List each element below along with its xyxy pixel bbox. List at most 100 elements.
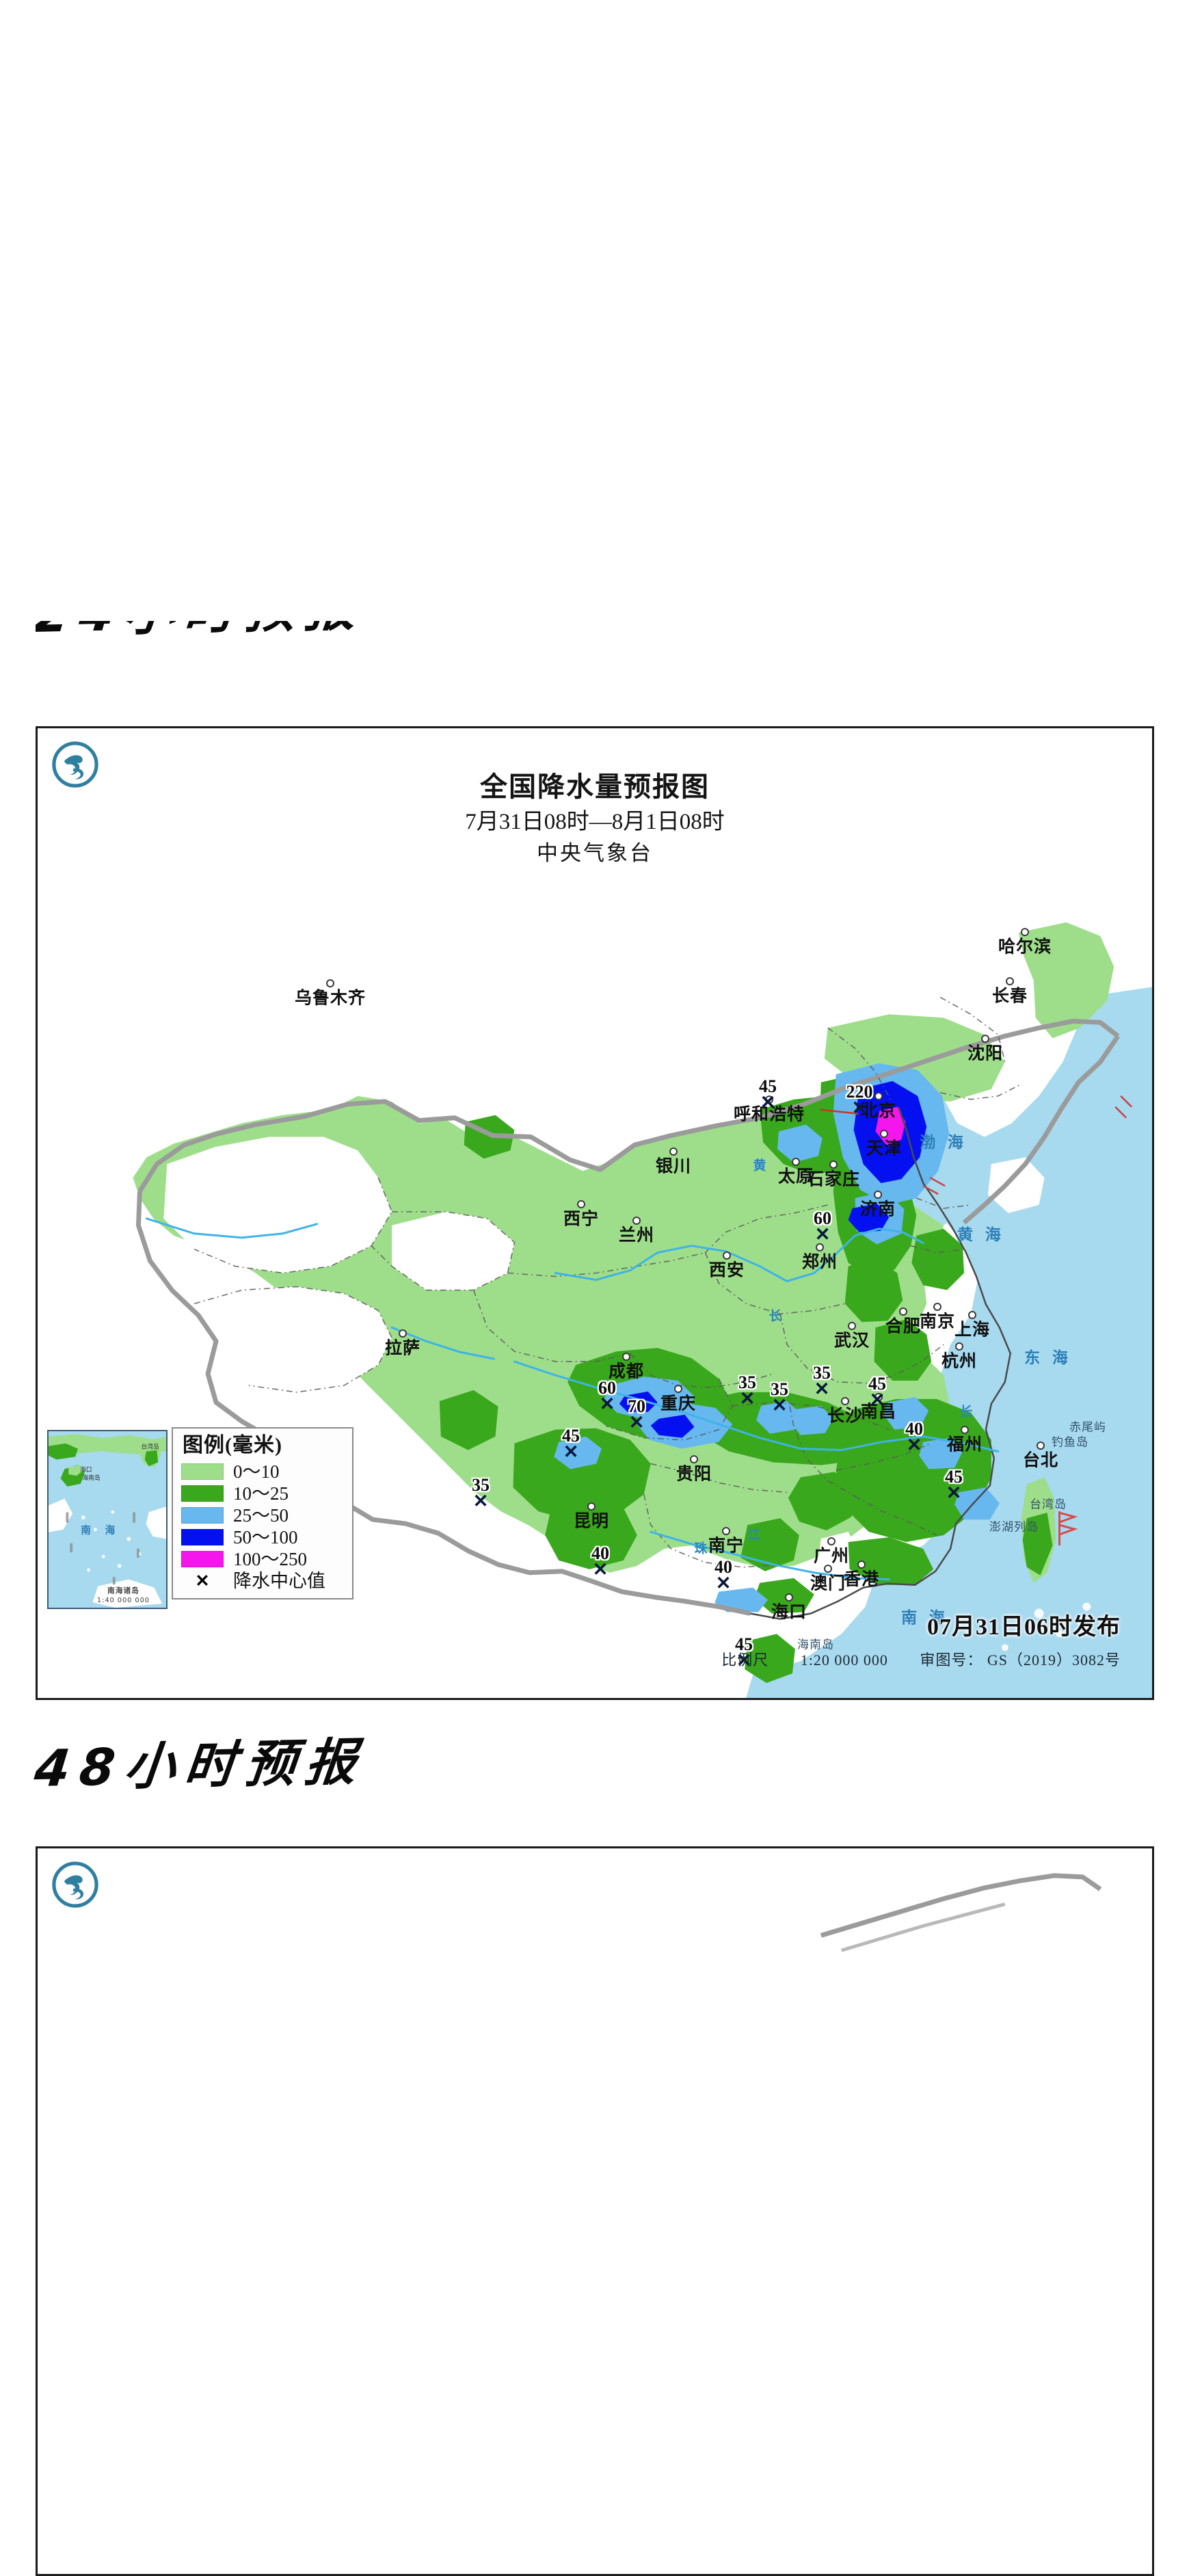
city-dot (955, 1342, 963, 1351)
south-china-sea-inset: 南 海 南海诸岛 1:40 000 000 海口 海南岛 台湾岛 (47, 1430, 168, 1609)
legend-row: 0～10 (181, 1461, 345, 1483)
precip-center-icon: ✕ (472, 1490, 489, 1511)
city-label: 哈尔滨 (998, 938, 1052, 957)
precip-center-icon: ✕ (599, 1393, 615, 1414)
city-label: 成都 (608, 1362, 645, 1381)
precip-center-icon: ✕ (869, 1389, 885, 1410)
heading-24h-text: 24小时预报 (36, 621, 370, 647)
city-dot (792, 1158, 800, 1166)
city-dot (857, 1561, 866, 1569)
precip-center-icon: ✕ (906, 1434, 922, 1455)
city-dot (1006, 977, 1014, 985)
river-label: 黄 (753, 1158, 766, 1173)
city-label: 拉萨 (384, 1339, 421, 1358)
legend-row: 100～250 (181, 1548, 345, 1570)
city-label: 西宁 (563, 1210, 600, 1229)
legend-swatch (181, 1485, 224, 1502)
sea-label: 南 海 (901, 1609, 949, 1626)
precip-center-value: 45 (735, 1634, 753, 1654)
city-dot (622, 1353, 630, 1361)
city-dot (399, 1329, 407, 1338)
city-dot (587, 1502, 596, 1511)
precip-center-marker: 45 ✕ (945, 1466, 963, 1503)
city-dot (829, 1160, 838, 1169)
precip-center-value: 70 (628, 1396, 645, 1416)
precip-center-icon: ✕ (563, 1441, 579, 1462)
city-dot (880, 1130, 888, 1138)
river-label: 长 (769, 1309, 782, 1324)
city-label: 昆明 (573, 1512, 610, 1531)
city-label: 济南 (859, 1200, 896, 1219)
sea-label: 东 海 (1024, 1349, 1072, 1366)
city-label: 合肥 (885, 1317, 922, 1336)
precip-center-marker: 35 ✕ (738, 1372, 756, 1409)
legend-center-label: 降水中心值 (233, 1570, 325, 1591)
precip-center-value: 40 (714, 1556, 732, 1577)
precip-center-icon: ✕ (851, 1097, 868, 1118)
precip-center-marker: 35 ✕ (771, 1380, 788, 1416)
city-dot (874, 1092, 883, 1100)
city-label: 长沙 (827, 1407, 864, 1426)
city-label: 台北 (1022, 1451, 1059, 1470)
heading-48h-forecast: 48小时预报 (31, 1729, 514, 1818)
city-dot (827, 1537, 836, 1545)
city-label: 福州 (946, 1435, 983, 1455)
city-dot (785, 1593, 793, 1602)
precip-center-value: 35 (738, 1372, 756, 1392)
precip-center-marker: 70 ✕ (628, 1396, 645, 1433)
legend-swatch (181, 1507, 224, 1524)
city-label: 香港 (843, 1570, 880, 1589)
city-label: 武汉 (833, 1331, 870, 1351)
city-label: 南京 (919, 1312, 956, 1331)
precipitation-forecast-map-card-48h[interactable] (36, 1846, 1154, 2576)
heading-48h-text: 48小时预报 (31, 1732, 369, 1799)
city-label: 上海 (954, 1320, 991, 1340)
svg-text:南海诸岛: 南海诸岛 (107, 1586, 139, 1595)
city-dot (632, 1217, 641, 1225)
geo-label: 海南岛 (797, 1638, 834, 1651)
precip-center-icon: ✕ (814, 1378, 830, 1399)
city-label: 贵阳 (676, 1465, 712, 1484)
city-dot (968, 1311, 976, 1319)
precip-center-marker: 40 ✕ (591, 1543, 609, 1580)
city-dot (674, 1385, 682, 1393)
city-label: 北京 (860, 1102, 897, 1121)
approval-label: 审图号： (920, 1651, 983, 1669)
precip-center-marker: 45 ✕ (562, 1426, 580, 1462)
precip-center-icon: ✕ (195, 1571, 210, 1591)
precip-center-marker: 45 ✕ (868, 1375, 886, 1410)
city-label: 海口 (771, 1603, 807, 1622)
precip-center-value: 35 (813, 1362, 831, 1383)
geo-label: 澎湖列岛 (989, 1520, 1039, 1534)
precip-center-icon: ✕ (592, 1558, 609, 1580)
legend-row: 10～25 (181, 1483, 345, 1504)
svg-text:1:40 000 000: 1:40 000 000 (97, 1597, 150, 1604)
city-label: 太原 (777, 1167, 814, 1186)
river-label: 江 (747, 1528, 761, 1543)
city-dot (899, 1307, 907, 1316)
precip-center-value: 45 (945, 1466, 963, 1487)
precip-center-icon: ✕ (946, 1482, 962, 1503)
precip-center-icon: ✕ (739, 1387, 756, 1409)
map-canvas-48h (38, 1848, 1152, 2574)
city-dot (690, 1455, 698, 1463)
precip-center-marker: 45 ✕ (735, 1634, 753, 1669)
geo-label: 钓鱼岛 (1052, 1435, 1088, 1449)
precipitation-forecast-map-card[interactable]: 全国降水量预报图 7月31日08时—8月1日08时 中央气象台 乌鲁木齐 哈尔滨长… (36, 726, 1154, 1700)
legend-label: 50～100 (233, 1526, 298, 1548)
precip-center-icon: ✕ (771, 1394, 788, 1416)
legend-label: 25～50 (233, 1504, 289, 1526)
precip-center-value: 40 (591, 1543, 609, 1563)
precip-center-marker: 45 ✕ (759, 1077, 777, 1111)
city-dot (874, 1393, 883, 1401)
legend-label: 0～10 (233, 1461, 280, 1482)
legend-label: 100～250 (233, 1548, 307, 1569)
scale-value: 1:20 000 000 (800, 1651, 888, 1669)
precip-center-marker: 35 ✕ (813, 1362, 831, 1399)
approval-value: GS（2019）3082号 (987, 1651, 1121, 1669)
sea-label: 渤 海 (920, 1134, 967, 1151)
precip-center-marker: 35 ✕ (472, 1476, 490, 1511)
precip-center-icon: ✕ (628, 1411, 645, 1433)
heading-24h-forecast: 24小时预报 (36, 621, 473, 703)
city-dot (981, 1035, 989, 1043)
